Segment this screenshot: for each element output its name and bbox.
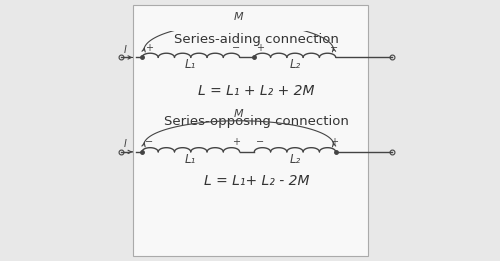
Text: −: − xyxy=(232,43,240,53)
Text: I: I xyxy=(124,45,126,55)
Text: L = L₁+ L₂ - 2M: L = L₁+ L₂ - 2M xyxy=(204,174,309,188)
Text: −: − xyxy=(330,43,338,53)
Text: Series-opposing connection: Series-opposing connection xyxy=(164,115,348,128)
Text: M: M xyxy=(234,109,243,119)
Text: +: + xyxy=(145,43,153,53)
Text: −: − xyxy=(145,138,153,147)
Text: I: I xyxy=(124,139,126,150)
Text: +: + xyxy=(256,43,264,53)
Text: +: + xyxy=(330,138,338,147)
Text: L₁: L₁ xyxy=(185,58,196,72)
Text: L₁: L₁ xyxy=(185,153,196,166)
Text: L₂: L₂ xyxy=(290,153,300,166)
Text: Series-aiding connection: Series-aiding connection xyxy=(174,33,338,46)
Text: −: − xyxy=(256,138,264,147)
Text: L₂: L₂ xyxy=(290,58,300,72)
Text: M: M xyxy=(234,12,243,22)
Text: L = L₁ + L₂ + 2M: L = L₁ + L₂ + 2M xyxy=(198,84,314,98)
Text: +: + xyxy=(232,138,239,147)
